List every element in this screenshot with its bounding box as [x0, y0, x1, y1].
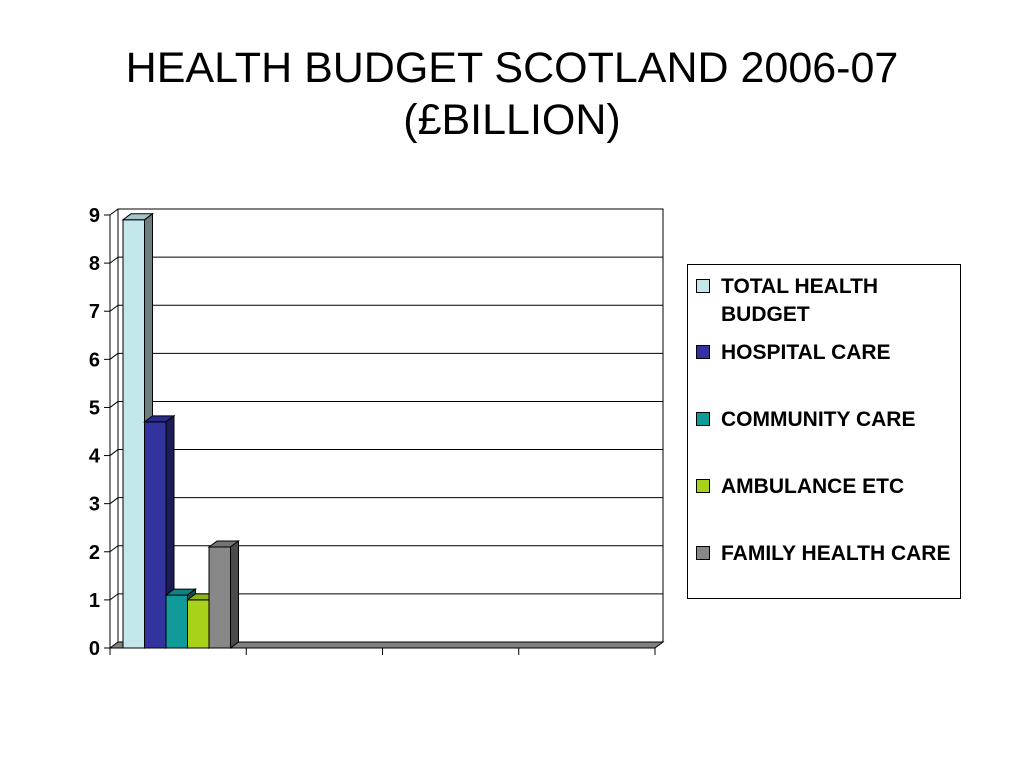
bar — [187, 599, 210, 649]
legend-label: FAMILY HEALTH CARE — [721, 542, 951, 565]
y-tick-label: 3 — [89, 494, 100, 516]
bar — [144, 421, 167, 649]
chart-title: HEALTH BUDGET SCOTLAND 2006-07 (£BILLION… — [0, 42, 1024, 146]
y-tick-label: 9 — [89, 205, 100, 227]
gridline-wall — [109, 256, 119, 264]
bar-side — [230, 539, 239, 649]
gridline-wall — [109, 449, 119, 456]
y-tick-label: 1 — [89, 590, 100, 612]
legend-label: AMBULANCE ETC — [721, 475, 905, 498]
gridline-wall — [109, 208, 119, 216]
legend-swatch — [696, 479, 710, 493]
y-tick-label: 6 — [89, 349, 100, 371]
gridline-wall — [109, 304, 119, 312]
legend-swatch — [696, 345, 710, 359]
legend-label: TOTAL HEALTH BUDGET — [721, 275, 879, 326]
gridline-wall — [109, 401, 119, 408]
legend-label: HOSPITAL CARE — [721, 341, 891, 364]
legend-swatch — [696, 279, 710, 293]
gridline-wall — [109, 497, 119, 505]
y-tick-label: 2 — [89, 542, 100, 564]
legend-label: COMMUNITY CARE — [721, 408, 916, 431]
bar — [208, 546, 231, 649]
bar — [122, 219, 145, 649]
gridline-wall — [109, 545, 119, 553]
bar — [165, 594, 188, 649]
legend-swatch — [696, 546, 710, 560]
legend-swatch — [696, 412, 710, 426]
y-tick-label: 4 — [89, 446, 101, 468]
y-tick-label: 5 — [89, 397, 100, 419]
y-tick-label: 7 — [89, 301, 100, 323]
plot-area — [117, 208, 664, 643]
chart-title-line-1: HEALTH BUDGET SCOTLAND 2006-07 — [125, 44, 899, 92]
gridline-wall — [109, 352, 119, 360]
y-tick-label: 8 — [89, 253, 100, 275]
gridline-wall — [109, 593, 119, 601]
chart-title-line-2: (£BILLION) — [403, 96, 621, 144]
y-tick-label: 0 — [89, 638, 100, 660]
chart-legend: TOTAL HEALTH BUDGET HOSPITAL CARE COMMUNIT… — [687, 264, 961, 599]
